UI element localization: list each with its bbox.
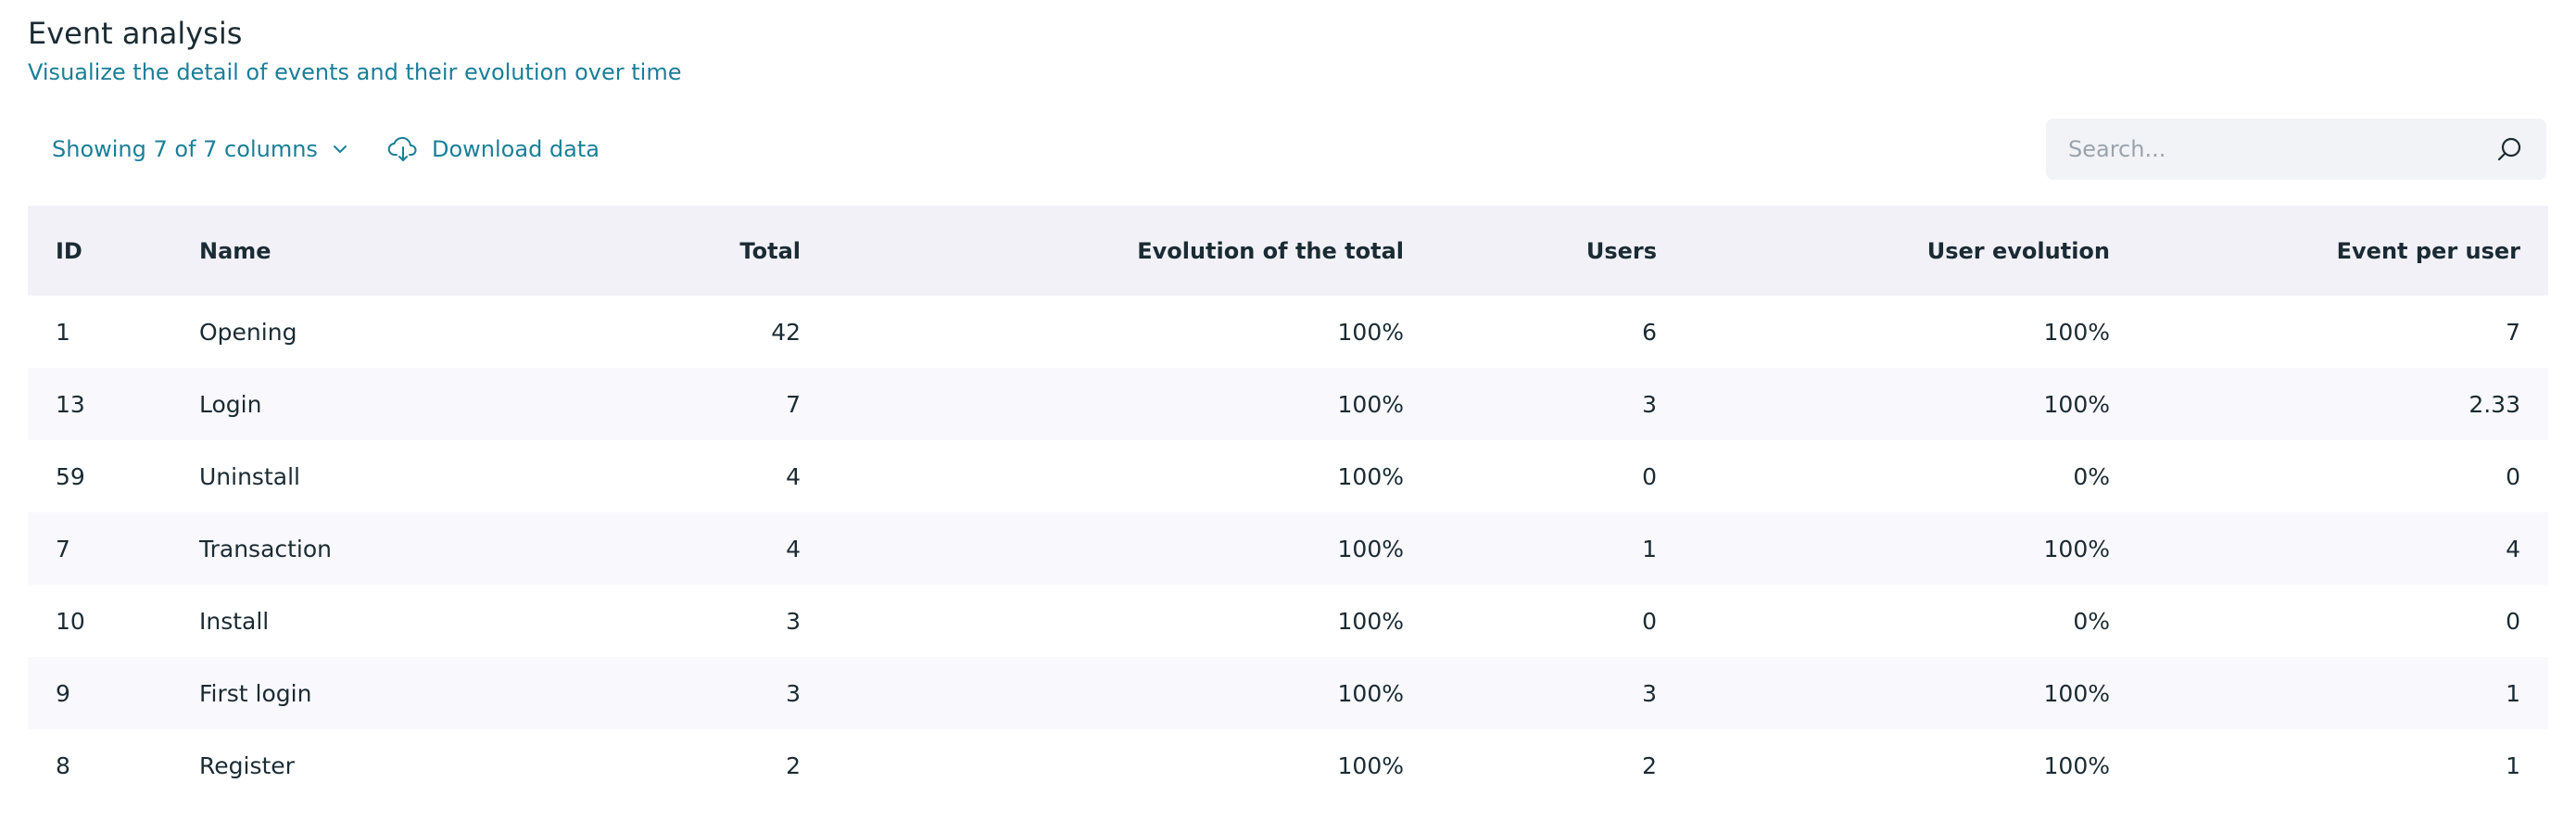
cell-name: Install <box>199 607 270 635</box>
cell-users: 3 <box>1642 679 1657 707</box>
cell-total: 42 <box>771 318 801 346</box>
cell-evolution-total: 100% <box>1337 679 1404 707</box>
cell-users: 2 <box>1642 752 1657 779</box>
search-icon[interactable] <box>2496 136 2522 162</box>
page-title: Event analysis <box>28 16 243 51</box>
events-table: ID Name Total Evolution of the total Use… <box>28 206 2548 802</box>
download-data-label: Download data <box>432 136 600 162</box>
cell-total: 4 <box>786 462 801 490</box>
cell-users: 6 <box>1642 318 1657 346</box>
cell-total: 7 <box>786 390 801 418</box>
search-input[interactable] <box>2068 119 2457 180</box>
table-row: 10 Install 3 100% 0 0% 0 <box>28 585 2548 657</box>
cell-event-per-user: 2.33 <box>2469 390 2520 418</box>
chevron-down-icon <box>331 140 349 158</box>
table-row: 8 Register 2 100% 2 100% 1 <box>28 729 2548 802</box>
cell-id: 1 <box>56 318 70 346</box>
cell-name: Register <box>199 752 295 779</box>
search-box <box>2046 119 2546 180</box>
columns-selector-button[interactable]: Showing 7 of 7 columns <box>52 133 349 166</box>
cell-user-evolution: 100% <box>2043 318 2110 346</box>
cell-name: Transaction <box>199 535 333 562</box>
column-header-event-per-user[interactable]: Event per user <box>2336 237 2520 264</box>
cell-user-evolution: 0% <box>2073 607 2110 635</box>
cell-user-evolution: 100% <box>2043 535 2110 562</box>
events-table-container: ID Name Total Evolution of the total Use… <box>28 206 2548 821</box>
column-header-users[interactable]: Users <box>1585 237 1657 264</box>
cell-total: 3 <box>786 679 801 707</box>
cell-users: 3 <box>1642 390 1657 418</box>
table-header-row: ID Name Total Evolution of the total Use… <box>28 206 2548 296</box>
cell-name: First login <box>199 679 312 707</box>
cloud-download-icon <box>387 135 419 163</box>
cell-id: 10 <box>56 607 85 635</box>
page-subtitle: Visualize the detail of events and their… <box>28 59 682 85</box>
cell-evolution-total: 100% <box>1337 318 1404 346</box>
table-row: 9 First login 3 100% 3 100% 1 <box>28 657 2548 729</box>
cell-id: 7 <box>56 535 70 562</box>
cell-name: Uninstall <box>199 462 300 490</box>
column-header-evolution-total[interactable]: Evolution of the total <box>1137 237 1404 264</box>
cell-evolution-total: 100% <box>1337 752 1404 779</box>
download-data-button[interactable]: Download data <box>387 133 600 166</box>
table-row: 7 Transaction 4 100% 1 100% 4 <box>28 512 2548 585</box>
cell-user-evolution: 0% <box>2073 462 2110 490</box>
cell-user-evolution: 100% <box>2043 679 2110 707</box>
column-header-id[interactable]: ID <box>56 237 82 264</box>
cell-evolution-total: 100% <box>1337 462 1404 490</box>
table-row: 1 Opening 42 100% 6 100% 7 <box>28 296 2548 368</box>
table-row: 13 Login 7 100% 3 100% 2.33 <box>28 368 2548 440</box>
cell-total: 3 <box>786 607 801 635</box>
cell-name: Opening <box>199 318 297 346</box>
cell-event-per-user: 1 <box>2506 752 2520 779</box>
cell-id: 13 <box>56 390 85 418</box>
cell-event-per-user: 1 <box>2506 679 2520 707</box>
column-header-name[interactable]: Name <box>199 237 271 264</box>
cell-event-per-user: 0 <box>2506 462 2520 490</box>
cell-users: 0 <box>1642 607 1657 635</box>
cell-users: 0 <box>1642 462 1657 490</box>
cell-total: 2 <box>786 752 801 779</box>
table-row: 59 Uninstall 4 100% 0 0% 0 <box>28 440 2548 512</box>
columns-selector-label: Showing 7 of 7 columns <box>52 136 318 162</box>
cell-id: 8 <box>56 752 70 779</box>
cell-evolution-total: 100% <box>1337 607 1404 635</box>
cell-event-per-user: 0 <box>2506 607 2520 635</box>
cell-evolution-total: 100% <box>1337 390 1404 418</box>
cell-id: 9 <box>56 679 70 707</box>
column-header-total[interactable]: Total <box>739 237 801 264</box>
cell-user-evolution: 100% <box>2043 752 2110 779</box>
cell-id: 59 <box>56 462 85 490</box>
cell-event-per-user: 7 <box>2506 318 2520 346</box>
cell-event-per-user: 4 <box>2506 535 2520 562</box>
cell-total: 4 <box>786 535 801 562</box>
cell-users: 1 <box>1642 535 1657 562</box>
column-header-user-evolution[interactable]: User evolution <box>1926 237 2110 264</box>
cell-name: Login <box>199 390 262 418</box>
cell-user-evolution: 100% <box>2043 390 2110 418</box>
cell-evolution-total: 100% <box>1337 535 1404 562</box>
